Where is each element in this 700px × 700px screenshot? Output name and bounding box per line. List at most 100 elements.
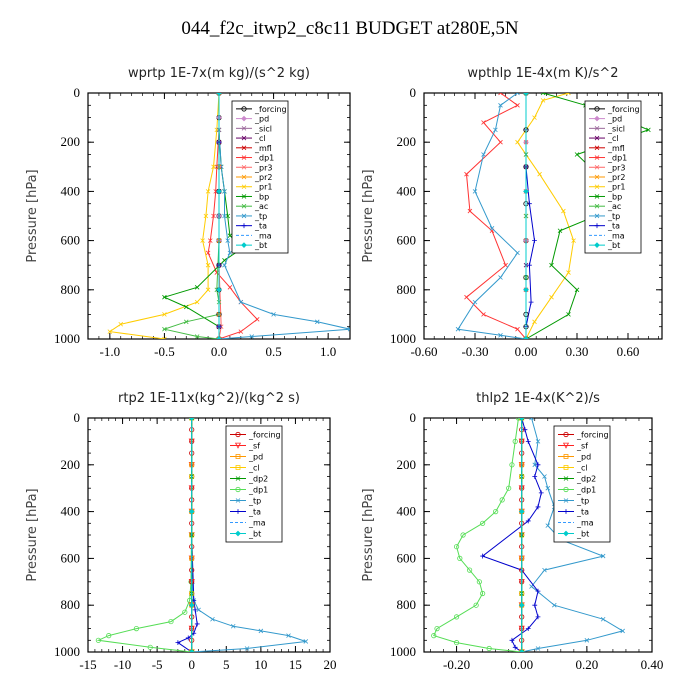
series-point (527, 201, 532, 207)
series-point (466, 567, 473, 573)
chart-panel-1: wprtp 1E-7x(m kg)/(s^2 kg) Pressure [hPa]… (25, 66, 351, 359)
series-point (162, 312, 167, 317)
x-tick-label: -0.60 (410, 344, 437, 359)
series-point (185, 635, 191, 641)
legend-marker (235, 486, 241, 493)
series-point (506, 485, 512, 491)
series-point (460, 532, 466, 538)
legend-label: _pr2 (607, 173, 625, 182)
series-line (96, 418, 193, 652)
x-tick-label: 0.5 (265, 344, 281, 359)
legend-marker (235, 431, 241, 438)
series-point (509, 637, 515, 643)
series-point (537, 171, 542, 177)
legend-marker (594, 135, 600, 141)
series-point (216, 93, 222, 96)
legend-label: _ma (254, 231, 272, 240)
series-point (498, 333, 503, 338)
panel-title: thlp2 1E-4x(K^2)/s (476, 391, 600, 406)
legend-marker (241, 184, 247, 190)
series-point (518, 508, 525, 515)
series-point (175, 640, 181, 646)
series-point (540, 98, 546, 103)
legend-label: _bt (576, 530, 589, 539)
legend-label: _pr2 (254, 173, 272, 182)
series-point (532, 115, 537, 120)
legend-label: _cl (248, 464, 260, 473)
series-point (162, 326, 167, 332)
legend-label: _tp (254, 212, 267, 221)
series-point (515, 103, 520, 108)
series-point (532, 462, 538, 468)
y-tick-label: 1000 (54, 331, 80, 346)
series-point (523, 188, 529, 195)
x-tick-label: 0.0 (211, 344, 227, 359)
legend-label: _ac (254, 202, 268, 211)
series-point (476, 579, 482, 585)
series-point (434, 625, 440, 632)
y-axis-label: Pressure [hPa] (25, 169, 40, 262)
y-axis-label: Pressure [hPa] (361, 169, 376, 262)
series-point (480, 590, 486, 597)
legend: _forcing _sf _pd _cl _dp2 _dp1 _tp _ta _ma _bt (553, 425, 611, 543)
legend-label: _pd (248, 453, 263, 462)
legend-label: _dp2 (248, 475, 268, 484)
series-point (518, 602, 525, 609)
series-point (194, 621, 200, 627)
series-point (535, 462, 541, 468)
series-point (453, 544, 460, 550)
x-tick-label: 5 (223, 657, 230, 672)
series-point (211, 164, 216, 170)
series-point (518, 418, 525, 421)
series-point (118, 321, 124, 327)
series-point (566, 312, 571, 317)
series-point (210, 616, 215, 622)
legend: _forcing_pd_sicl_cl_mfl_dp1_pr3_pr2_pr1_… (231, 100, 289, 254)
series-point (225, 238, 231, 243)
legend: _forcing _sf _pd _cl _dp2 _dp1 _tp _ta _ma _bt (225, 425, 283, 543)
series-point (522, 427, 528, 433)
series-point (249, 334, 255, 339)
legend-label: _dp1 (576, 486, 596, 495)
series-point (188, 418, 195, 421)
y-tick-label: 400 (397, 183, 417, 198)
series-point (168, 618, 174, 625)
series-point (566, 93, 571, 96)
legend-marker (563, 431, 569, 438)
series-point (347, 326, 350, 332)
series-point (216, 336, 222, 339)
plot-area (455, 93, 651, 339)
plot-area (431, 418, 625, 652)
legend-label: _pd (607, 115, 622, 124)
plot-area (107, 93, 350, 339)
series-point (498, 275, 503, 280)
series-point (192, 607, 198, 613)
legend-marker (235, 509, 241, 514)
legend-label: _bt (254, 241, 267, 250)
series-point (561, 208, 566, 214)
legend-label: _ma (248, 519, 266, 528)
series-point (473, 602, 479, 608)
y-tick-label: 800 (397, 282, 417, 297)
chart-panel-3: rtp2 1E-11x(kg^2)/(kg^2 s) Pressure [hPa]… (25, 391, 337, 672)
series-point (205, 250, 211, 256)
x-tick-label: 0 (188, 657, 195, 672)
chart-panel-2: wpthlp 1E-4x(m K)/s^2 Pressure [hPa] 0 200 4… (361, 66, 663, 359)
series-line (162, 93, 220, 339)
y-tick-label: 800 (397, 597, 417, 612)
legend-label: _pd (576, 453, 591, 462)
series-point (271, 312, 276, 317)
series-point (467, 208, 473, 214)
y-tick-label: 1000 (54, 644, 80, 659)
y-tick-label: 200 (61, 134, 81, 149)
series-point (216, 286, 222, 293)
legend-marker (235, 454, 241, 459)
series-line (218, 93, 350, 339)
series-point (515, 326, 520, 332)
panel-title: wprtp 1E-7x(m kg)/(s^2 kg) (128, 66, 310, 81)
series-point (200, 238, 205, 243)
legend-marker (594, 164, 600, 170)
legend-marker (241, 155, 247, 160)
series-point (493, 508, 499, 515)
x-tick-label: -10 (114, 657, 131, 672)
